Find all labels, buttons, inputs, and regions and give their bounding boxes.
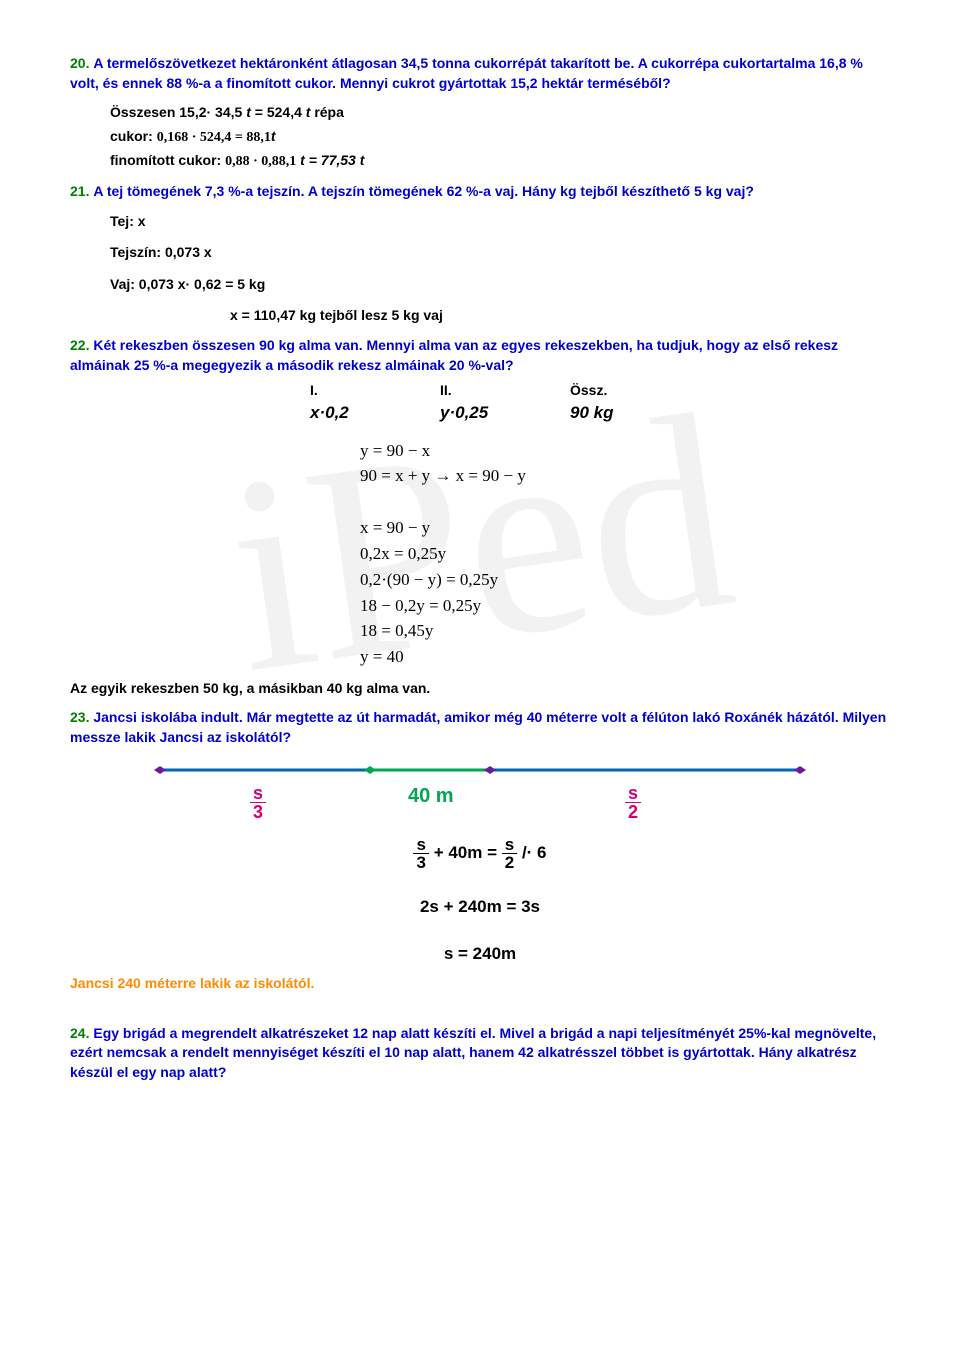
txt: répa [310,104,343,120]
q22-h2: II. [440,381,570,401]
q21-text: A tej tömegének 7,3 %-a tejszín. A tejsz… [93,183,754,199]
q22-value-row: x·0,2 y·0,25 90 kg [310,401,890,425]
q21-l3: Vaj: 0,073 x· 0,62 = 5 kg [110,275,890,295]
den: 3 [413,854,428,871]
q23-block: 23. Jancsi iskolába indult. Már megtette… [70,708,890,747]
eq: 0,2x = 0,25y [360,542,890,566]
num: s [625,784,641,803]
q23-diagram: s3 40 m s2 [150,758,810,828]
q20-solution: Összesen 15,2· 34,5 t = 524,4 t répa cuk… [110,103,890,172]
q21-number: 21. [70,183,89,199]
q22-conclusion: Az egyik rekeszben 50 kg, a másikban 40 … [70,679,890,699]
q20-sol-line1: Összesen 15,2· 34,5 t = 524,4 t répa [110,103,890,123]
q22-math1: y = 90 − x 90 = x + y → x = 90 − y [70,439,890,489]
q22-math2: x = 90 − y 0,2x = 0,25y 0,2·(90 − y) = 0… [70,516,890,669]
q24-number: 24. [70,1025,89,1041]
q23-eq1: s3 + 40m = s2 /· 6 [70,836,890,871]
q23-text: Jancsi iskolába indult. Már megtette az … [70,709,886,745]
q23-eq3: s = 240m [70,942,890,966]
q23-answer: Jancsi 240 méterre lakik az iskolától. [70,974,890,994]
den: 2 [625,803,641,821]
eq: 18 = 0,45y [360,619,890,643]
txt: Összesen 15,2· 34,5 [110,104,246,120]
q22-block: 22. Két rekeszben összesen 90 kg alma va… [70,336,890,375]
q20-text: A termelőszövetkezet hektáronként átlago… [70,55,863,91]
eq: 90 = x + y → x = 90 − y [360,464,890,488]
q22-header-row: I. II. Össz. [310,381,890,401]
eq: x = 90 − y [360,516,890,540]
txt: finomított cukor: [110,152,225,168]
q20-sol-line2: cukor: 0,168 · 524,4 = 88,1t [110,127,890,148]
math: 0,168 · 524,4 = 88,1 [157,130,271,145]
page-content: 20. A termelőszövetkezet hektáronként át… [70,54,890,1083]
eq: y = 90 − x [360,439,890,463]
eq: 0,2·(90 − y) = 0,25y [360,568,890,592]
q21-l2: Tejszín: 0,073 x [110,243,890,263]
q20-number: 20. [70,55,89,71]
txt: t = 77,53 [296,152,359,168]
txt: /· 6 [522,843,547,862]
q20-sol-line3: finomított cukor: 0,88 · 0,88,1 t = 77,5… [110,151,890,172]
txt: + 40m = [434,843,502,862]
txt: = 524,4 [251,104,306,120]
q22-number: 22. [70,337,89,353]
q22-r2: y·0,25 [440,401,570,425]
diag-label-s2: s2 [625,784,641,821]
document-page: iPed 20. A termelőszövetkezet hektáronké… [0,0,960,1357]
den: 2 [502,854,517,871]
num: s [413,836,428,854]
q21-solution: Tej: x Tejszín: 0,073 x Vaj: 0,073 x· 0,… [110,212,890,326]
math: 0,88 · 0,88,1 [225,154,296,169]
diag-label-s3: s3 [250,784,266,821]
var: t [360,152,365,168]
q24-text: Egy brigád a megrendelt alkatrészeket 12… [70,1025,876,1080]
num: s [250,784,266,803]
q22-h3: Össz. [570,381,700,401]
q21-block: 21. A tej tömegének 7,3 %-a tejszín. A t… [70,182,890,202]
eq: y = 40 [360,645,890,669]
q22-text: Két rekeszben összesen 90 kg alma van. M… [70,337,838,373]
diag-label-40m: 40 m [408,782,454,810]
q22-r1: x·0,2 [310,401,440,425]
q20-block: 20. A termelőszövetkezet hektáronként át… [70,54,890,93]
diagram-svg [150,758,810,828]
q21-l1: Tej: x [110,212,890,232]
txt: cukor: [110,128,157,144]
eq: 18 − 0,2y = 0,25y [360,594,890,618]
num: s [502,836,517,854]
var: t [271,128,276,144]
q22-r3: 90 kg [570,401,700,425]
den: 3 [250,803,266,821]
q23-eq2: 2s + 240m = 3s [70,895,890,919]
q22-h1: I. [310,381,440,401]
q23-number: 23. [70,709,89,725]
q24-block: 24. Egy brigád a megrendelt alkatrészeke… [70,1024,890,1083]
q21-l4: x = 110,47 kg tejből lesz 5 kg vaj [230,306,890,326]
